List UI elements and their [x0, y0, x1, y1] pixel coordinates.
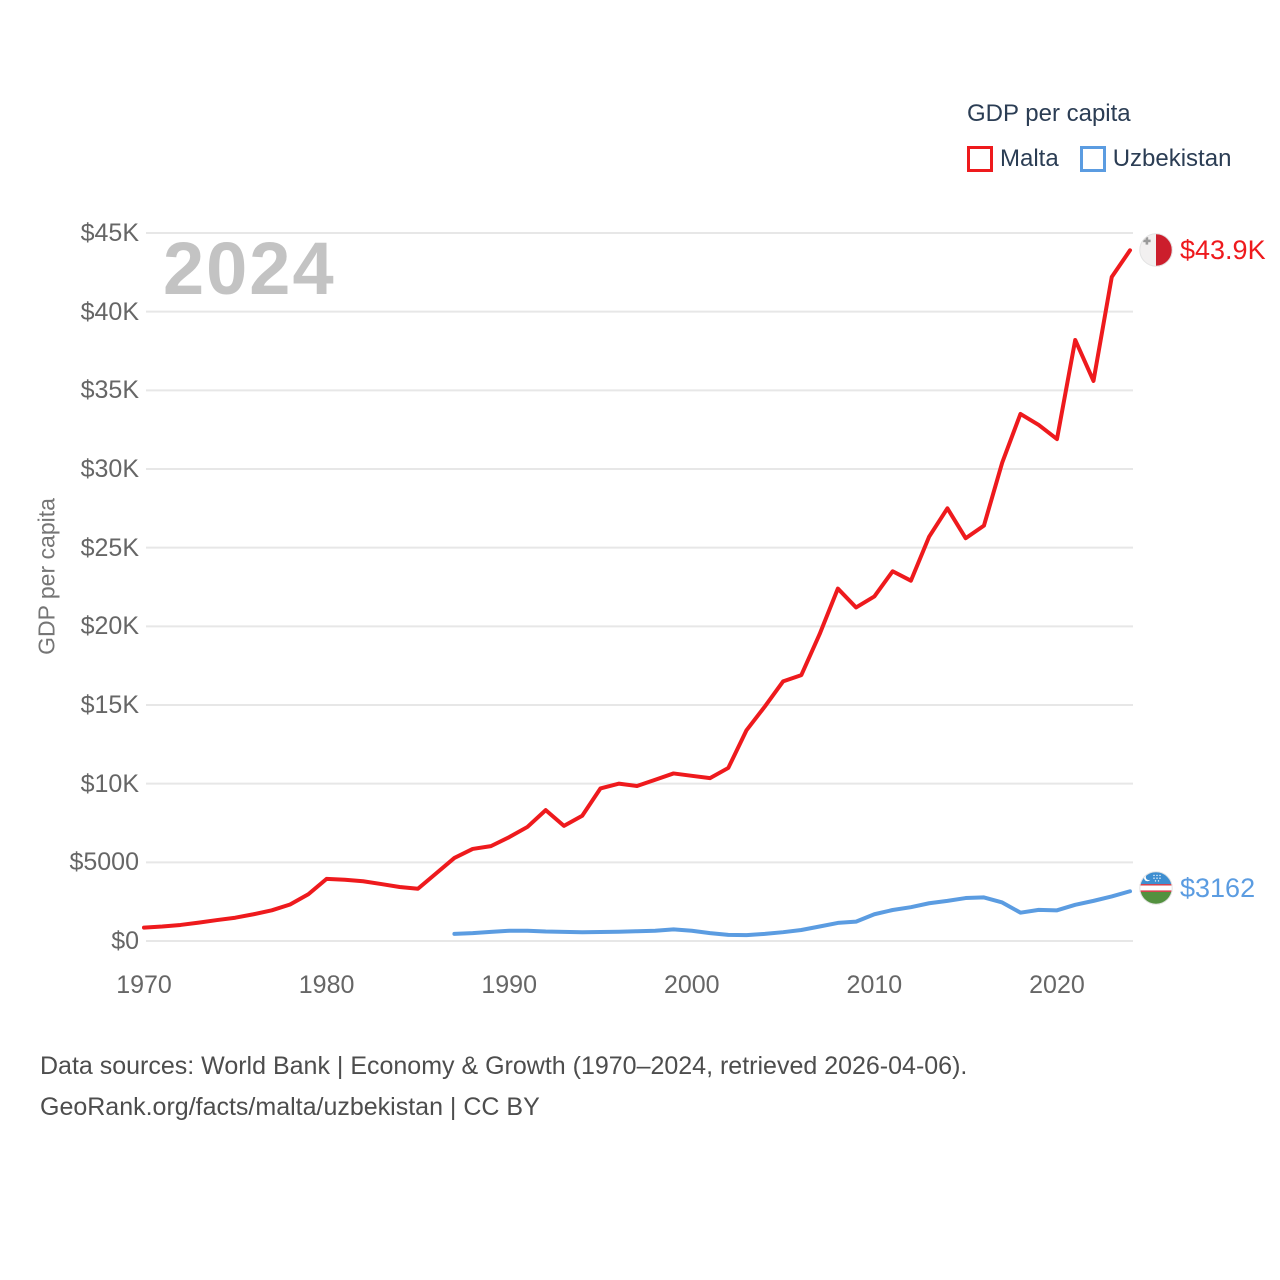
y-tick-label: $20K	[80, 612, 139, 641]
malta-series-swatch-icon	[967, 146, 993, 172]
legend-item-uzbekistan[interactable]: Uzbekistan	[1079, 145, 1232, 173]
y-tick-label: $35K	[80, 376, 139, 405]
x-tick-label: 1990	[481, 971, 537, 999]
x-tick-label: 1970	[116, 971, 172, 999]
y-tick-label: $45K	[80, 219, 139, 247]
legend-row: Malta Uzbekistan	[967, 145, 1231, 173]
year-watermark: 2024	[163, 227, 336, 310]
y-tick-label: $10K	[80, 769, 139, 798]
y-tick-label: $5000	[69, 848, 139, 877]
y-tick-label: $25K	[80, 533, 139, 562]
uzbekistan-end-value: $3162	[1180, 872, 1256, 903]
x-tick-label: 2000	[663, 971, 720, 999]
uzbekistan-series-swatch-icon	[1079, 146, 1106, 172]
uzbekistan-end-label: $3162	[1139, 871, 1255, 905]
attribution-footer: Data sources: World Bank | Economy & Gro…	[40, 1046, 967, 1128]
uzbekistan-series-line[interactable]	[452, 889, 1132, 938]
malta-end-value: $43.9K	[1180, 234, 1266, 265]
x-tick-label: 1980	[298, 971, 355, 999]
source-url-line: GeoRank.org/facts/malta/uzbekistan | CC …	[40, 1093, 540, 1121]
y-tick-label: $40K	[80, 297, 139, 326]
data-sources-line: Data sources: World Bank | Economy & Gro…	[40, 1052, 968, 1080]
x-tick-label: 2010	[846, 971, 903, 999]
malta-series-line[interactable]	[142, 248, 1132, 930]
legend-item-label: Uzbekistan	[1112, 145, 1232, 172]
y-tick-label: $15K	[80, 691, 139, 719]
legend-item-label: Malta	[1000, 145, 1059, 172]
x-tick-label: 2020	[1029, 971, 1085, 999]
legend-item-malta[interactable]: Malta	[967, 145, 1059, 173]
chart-legend: GDP per capita Malta Uzbekistan	[967, 100, 1231, 173]
y-tick-label: $30K	[80, 455, 139, 483]
malta-flag-icon	[1139, 233, 1173, 267]
uzbekistan-flag-icon	[1139, 871, 1173, 905]
y-axis-title: GDP per capita	[33, 498, 60, 655]
malta-end-label: $43.9K	[1139, 233, 1266, 267]
y-tick-label: $0	[111, 927, 139, 955]
legend-title: GDP per capita	[967, 100, 1131, 127]
